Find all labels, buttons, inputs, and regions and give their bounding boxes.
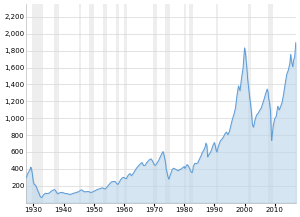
- Bar: [248, 4, 250, 203]
- Bar: [116, 4, 119, 203]
- Bar: [189, 4, 193, 203]
- Bar: [55, 4, 59, 203]
- Bar: [103, 4, 107, 203]
- Bar: [165, 4, 170, 203]
- Bar: [152, 4, 157, 203]
- Bar: [124, 4, 127, 203]
- Bar: [89, 4, 94, 203]
- Bar: [216, 4, 218, 203]
- Bar: [79, 4, 81, 203]
- Bar: [268, 4, 273, 203]
- Bar: [32, 4, 43, 203]
- Bar: [184, 4, 186, 203]
